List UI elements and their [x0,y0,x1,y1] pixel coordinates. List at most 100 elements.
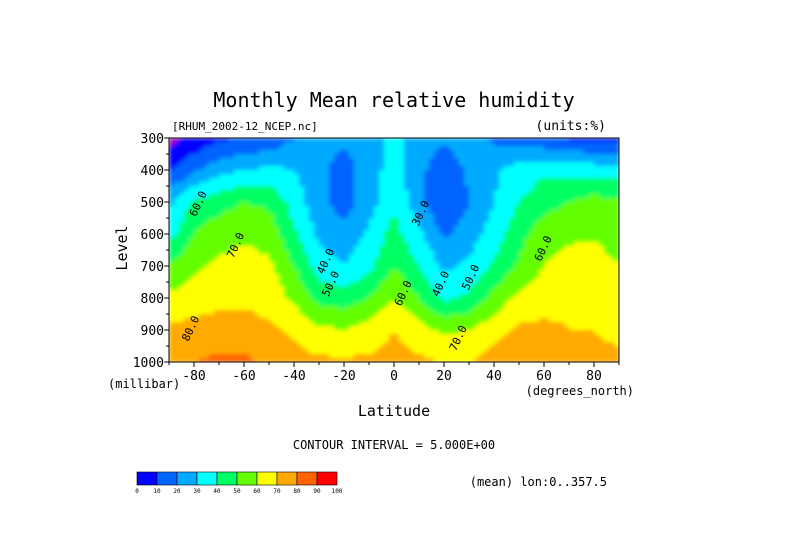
contour-fill-cell [524,146,530,151]
contour-fill-cell [359,266,365,271]
contour-fill-cell [489,306,495,311]
contour-fill-cell [489,282,495,287]
contour-fill-cell [279,158,285,163]
contour-fill-cell [574,250,580,255]
contour-fill-cell [589,154,595,159]
contour-fill-cell [239,334,245,339]
contour-fill-cell [394,298,400,303]
contour-fill-cell [509,342,515,347]
contour-fill-cell [404,262,410,267]
contour-fill-cell [609,174,615,179]
contour-fill-cell [564,154,570,159]
contour-fill-cell [209,234,215,239]
contour-fill-cell [254,290,260,295]
contour-fill-cell [249,338,255,343]
contour-fill-cell [509,210,515,215]
contour-fill-cell [229,254,235,259]
contour-fill-cell [614,322,619,327]
contour-fill-cell [329,214,335,219]
contour-fill-cell [239,254,245,259]
contour-fill-cell [574,318,580,323]
contour-fill-cell [409,214,415,219]
contour-fill-cell [294,226,300,231]
contour-fill-cell [494,334,500,339]
contour-fill-cell [559,186,565,191]
contour-fill-cell [269,270,275,275]
contour-fill-cell [294,186,300,191]
contour-fill-cell [514,322,520,327]
contour-fill-cell [259,142,265,147]
contour-fill-cell [534,242,540,247]
contour-fill-cell [179,246,185,251]
contour-fill-cell [409,338,415,343]
contour-fill-cell [519,214,525,219]
contour-fill-cell [559,194,565,199]
contour-fill-cell [484,186,490,191]
contour-fill-cell [459,162,465,167]
contour-fill-cell [584,338,590,343]
contour-fill-cell [319,346,325,351]
contour-fill-cell [494,286,500,291]
contour-fill-cell [449,262,455,267]
contour-fill-cell [509,346,515,351]
contour-fill-cell [519,326,525,331]
contour-fill-cell [469,146,475,151]
contour-fill-cell [524,194,530,199]
contour-fill-cell [584,226,590,231]
contour-fill-cell [314,294,320,299]
contour-fill-cell [299,186,305,191]
contour-fill-cell [479,350,485,355]
contour-fill-cell [204,202,210,207]
contour-fill-cell [419,294,425,299]
contour-fill-cell [229,206,235,211]
contour-fill-cell [464,150,470,155]
contour-fill-cell [299,242,305,247]
contour-fill-cell [469,326,475,331]
contour-fill-cell [294,238,300,243]
contour-fill-cell [299,206,305,211]
contour-fill-cell [314,310,320,315]
contour-fill-cell [194,150,200,155]
contour-fill-cell [214,202,220,207]
contour-fill-cell [564,234,570,239]
contour-fill-cell [549,286,555,291]
contour-fill-cell [579,198,585,203]
contour-fill-cell [399,354,405,359]
contour-fill-cell [434,282,440,287]
contour-fill-cell [529,230,535,235]
contour-fill-cell [449,242,455,247]
contour-fill-cell [319,294,325,299]
contour-fill-cell [174,162,180,167]
contour-fill-cell [459,298,465,303]
contour-fill-cell [589,170,595,175]
contour-fill-cell [504,226,510,231]
contour-fill-cell [494,166,500,171]
contour-fill-cell [339,162,345,167]
contour-fill-cell [524,206,530,211]
contour-fill-cell [504,266,510,271]
contour-fill-cell [469,342,475,347]
contour-fill-cell [274,290,280,295]
contour-fill-cell [274,302,280,307]
contour-fill-cell [289,234,295,239]
contour-fill-cell [214,190,220,195]
contour-fill-cell [519,338,525,343]
contour-fill-cell [539,238,545,243]
contour-fill-cell [249,258,255,263]
contour-fill-cell [444,166,450,171]
contour-fill-cell [604,142,610,147]
contour-fill-cell [409,286,415,291]
contour-fill-cell [349,242,355,247]
contour-fill-cell [464,350,470,355]
contour-fill-cell [199,234,205,239]
contour-fill-cell [249,154,255,159]
contour-fill-cell [454,142,460,147]
contour-fill-cell [424,310,430,315]
contour-fill-cell [279,226,285,231]
contour-fill-cell [244,194,250,199]
contour-fill-cell [564,166,570,171]
contour-fill-cell [544,234,550,239]
contour-fill-cell [209,274,215,279]
contour-fill-cell [219,246,225,251]
contour-fill-cell [449,238,455,243]
